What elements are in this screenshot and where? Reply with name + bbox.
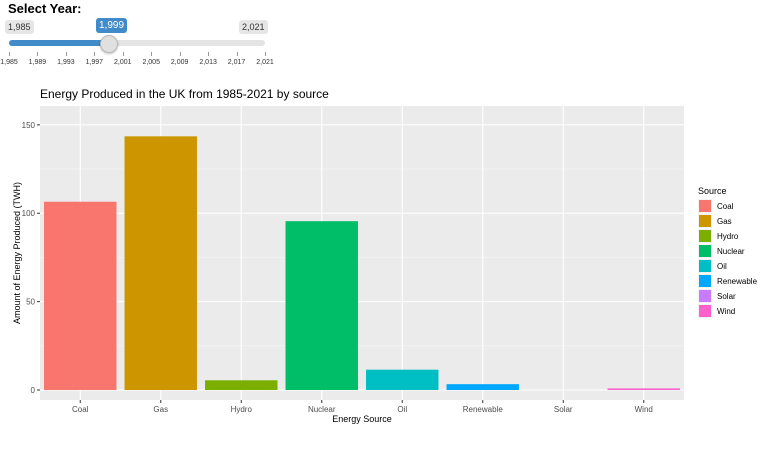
slider-tick-mark — [94, 52, 96, 56]
slider-tick-label: 2,021 — [256, 59, 274, 66]
slider-tick-mark — [236, 52, 238, 56]
legend-swatch-nuclear — [699, 245, 711, 257]
legend-label: Renewable — [717, 277, 758, 286]
slider-max-label: 2,021 — [239, 20, 268, 34]
legend-swatch-renewable — [699, 275, 711, 287]
slider-tick-label: 1,989 — [28, 59, 47, 66]
legend-label: Nuclear — [717, 247, 745, 256]
slider-tick-label: 2,009 — [170, 59, 189, 66]
legend-swatch-hydro — [699, 230, 711, 242]
slider-tick-mark — [151, 52, 153, 56]
x-tick-label: Wind — [635, 405, 653, 414]
y-tick-label: 0 — [31, 386, 36, 395]
bars — [44, 136, 680, 390]
x-tick-label: Solar — [554, 405, 573, 414]
slider-tick-mark — [65, 52, 67, 56]
y-tick-label: 100 — [22, 209, 36, 218]
bar-renewable — [446, 384, 519, 390]
x-tick-label: Coal — [72, 405, 89, 414]
bar-nuclear — [285, 221, 358, 390]
x-tick-label: Hydro — [231, 405, 253, 414]
bar-wind — [607, 388, 680, 390]
chart-title: Energy Produced in the UK from 1985-2021… — [40, 87, 329, 101]
slider-tick-mark — [208, 52, 210, 56]
slider-tick-label: 1,985 — [0, 59, 18, 66]
legend-title: Source — [698, 186, 727, 196]
legend-label: Coal — [717, 202, 734, 211]
slider-track-fill — [9, 40, 109, 46]
slider-tick-label: 1,997 — [85, 59, 104, 66]
slider-min-label: 1,985 — [5, 20, 34, 34]
axes: 0 50 100 150 Coal Gas Hydro Nuclear Oil Renewable… — [22, 121, 653, 414]
legend: Source Coal Gas Hydro Nuclear Oil Renewable So… — [698, 186, 758, 318]
slider-tick-mark — [37, 52, 39, 56]
y-tick-label: 150 — [22, 121, 36, 130]
bar-hydro — [205, 380, 278, 390]
legend-label: Solar — [717, 292, 736, 301]
year-slider-label: Select Year: — [8, 1, 82, 16]
legend-swatch-solar — [699, 290, 711, 302]
slider-tick-label: 2,017 — [227, 59, 246, 66]
slider-tick-label: 1,993 — [57, 59, 75, 66]
legend-swatch-oil — [699, 260, 711, 272]
legend-swatch-gas — [699, 215, 711, 227]
bar-gas — [124, 136, 197, 390]
x-axis-title: Energy Source — [332, 414, 392, 424]
x-tick-label: Nuclear — [308, 405, 336, 414]
bar-oil — [366, 369, 439, 390]
legend-label: Wind — [717, 307, 735, 316]
bar-coal — [44, 201, 117, 390]
slider-tick-mark — [9, 52, 10, 56]
legend-swatch-coal — [699, 200, 711, 212]
slider-tick-mark — [265, 52, 266, 56]
x-tick-label: Oil — [397, 405, 407, 414]
slider-tick-mark — [179, 52, 181, 56]
legend-label: Oil — [717, 262, 727, 271]
slider-handle[interactable] — [99, 35, 118, 53]
legend-swatch-wind — [699, 305, 711, 317]
year-slider[interactable]: 1,985 2,021 1,999 1,985 1,989 1,993 1,997 2,… — [0, 16, 275, 72]
legend-label: Hydro — [717, 232, 739, 241]
slider-tick-label: 2,001 — [114, 59, 132, 66]
slider-current-value: 1,999 — [96, 18, 128, 33]
slider-tick-label: 2,013 — [199, 59, 217, 66]
y-tick-label: 50 — [26, 298, 35, 307]
slider-track[interactable] — [9, 40, 265, 46]
x-tick-label: Gas — [153, 405, 168, 414]
slider-tick-label: 2,005 — [142, 59, 160, 66]
y-axis-title: Amount of Energy Produced (TWH) — [12, 182, 22, 324]
legend-label: Gas — [717, 217, 732, 226]
energy-bar-chart: Energy Produced in the UK from 1985-2021… — [12, 87, 758, 424]
x-tick-label: Renewable — [463, 405, 504, 414]
slider-tick-mark — [122, 52, 124, 56]
